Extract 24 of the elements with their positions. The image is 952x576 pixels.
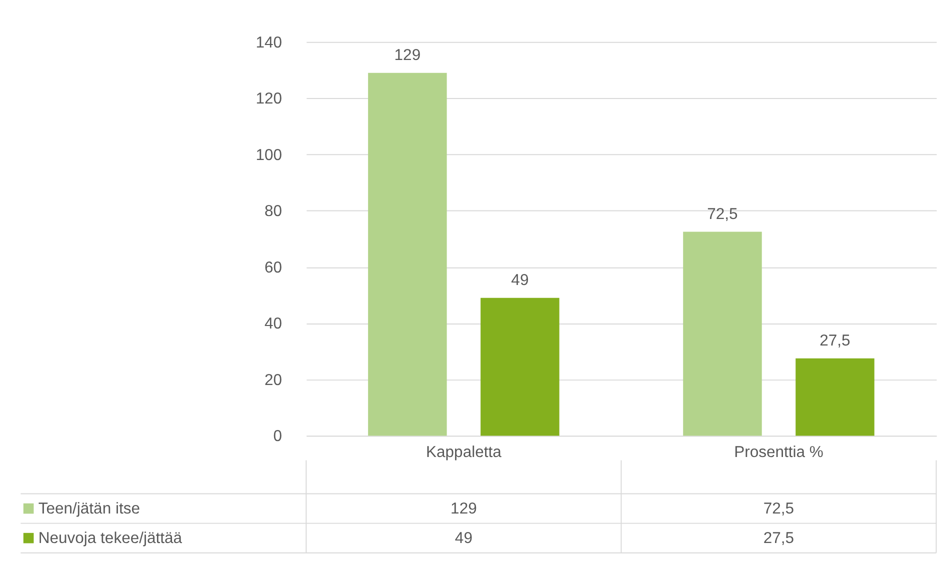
y-tick-label: 140 bbox=[256, 34, 282, 52]
y-tick-label: 20 bbox=[264, 372, 282, 389]
x-tick-label: Prosenttia % bbox=[734, 444, 824, 461]
y-tick-label: 40 bbox=[264, 316, 282, 333]
y-tick-label: 60 bbox=[264, 259, 282, 276]
text: 49 bbox=[511, 272, 529, 290]
bar bbox=[368, 72, 447, 436]
y-tick-label: 80 bbox=[264, 203, 282, 220]
x-tick-label: Kappaletta bbox=[426, 444, 502, 461]
bar bbox=[683, 232, 762, 436]
text: 27,5 bbox=[820, 332, 850, 350]
text: 72,5 bbox=[707, 206, 738, 223]
bar bbox=[796, 358, 874, 436]
data-label: 72,5 bbox=[763, 500, 794, 518]
data-label: 129 bbox=[450, 500, 478, 518]
legend-label: Neuvoja tekee/jättää bbox=[38, 530, 182, 547]
y-tick-label: 100 bbox=[256, 146, 282, 164]
y-tick-label: 120 bbox=[256, 90, 282, 108]
data-label: 27,5 bbox=[763, 530, 794, 547]
bar bbox=[480, 298, 560, 436]
y-tick-label: 0 bbox=[273, 428, 282, 446]
legend-label: Teen/jätän itse bbox=[38, 500, 140, 518]
data-label: 49 bbox=[454, 530, 473, 547]
text: 129 bbox=[394, 47, 421, 64]
